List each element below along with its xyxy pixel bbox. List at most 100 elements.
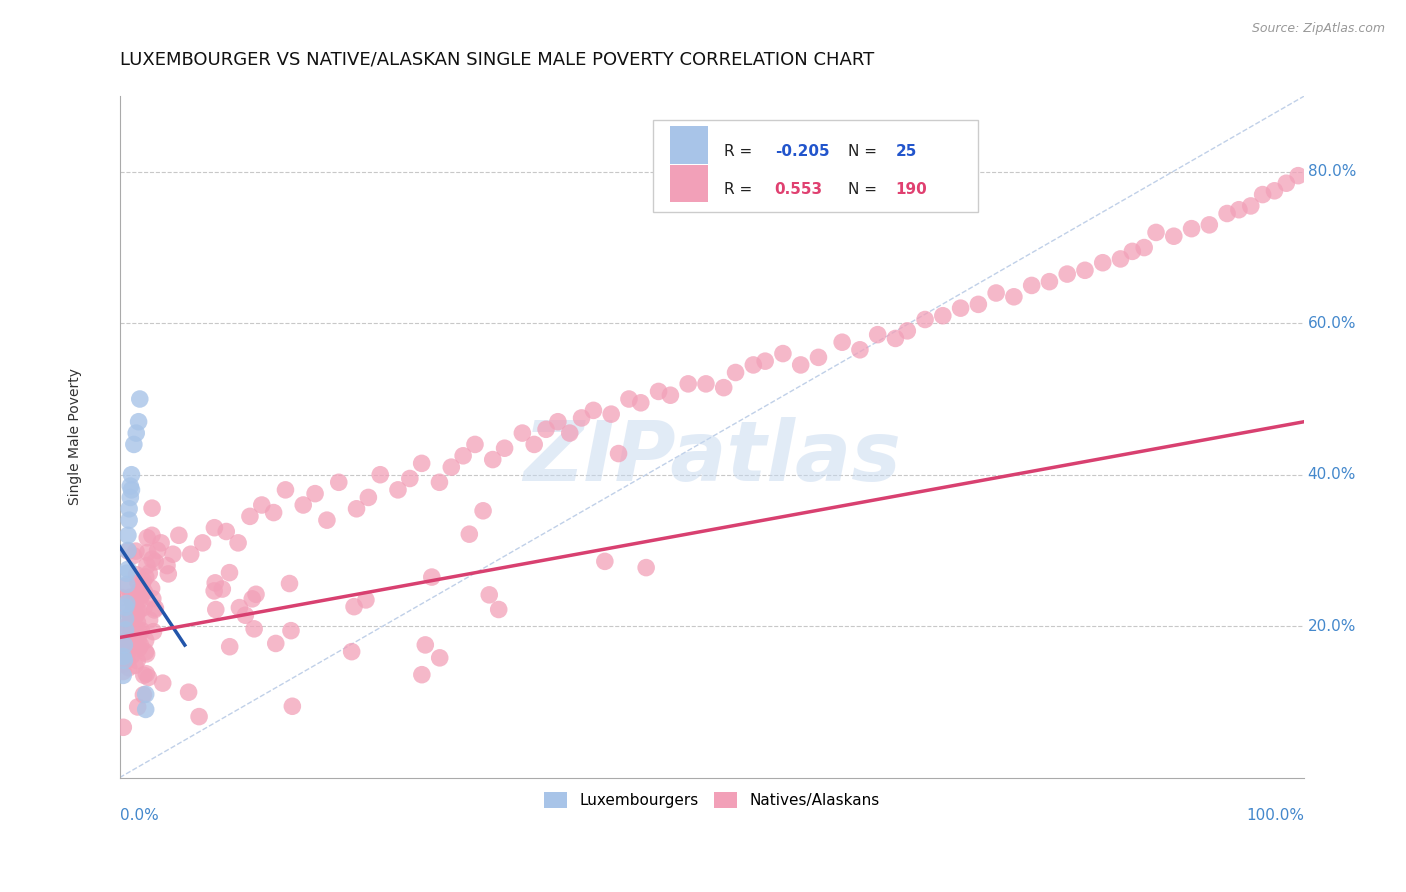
Point <box>368 467 391 482</box>
Point <box>772 346 794 360</box>
Point <box>932 309 955 323</box>
Point <box>135 647 157 661</box>
Text: 190: 190 <box>896 182 927 197</box>
Point <box>156 558 179 573</box>
Point <box>789 358 811 372</box>
Text: ZIPatlas: ZIPatlas <box>523 417 901 498</box>
Point <box>162 547 184 561</box>
Point <box>281 699 304 714</box>
Point <box>1038 275 1060 289</box>
Point <box>488 602 510 616</box>
Point <box>122 594 145 608</box>
Point <box>274 483 297 497</box>
Point <box>215 524 238 539</box>
Text: -0.205: -0.205 <box>775 144 830 159</box>
FancyBboxPatch shape <box>652 120 979 212</box>
Point <box>464 437 486 451</box>
Point <box>630 396 652 410</box>
Point <box>132 668 155 682</box>
Point <box>131 577 153 591</box>
Text: 0.553: 0.553 <box>775 182 823 197</box>
Point <box>117 544 139 558</box>
Point <box>127 615 149 630</box>
Point <box>141 501 163 516</box>
Point <box>240 591 263 606</box>
Point <box>120 479 142 493</box>
Point <box>138 566 160 581</box>
Point <box>831 335 853 350</box>
Point <box>121 623 143 637</box>
Point <box>118 513 141 527</box>
Point <box>346 501 368 516</box>
Point <box>558 426 581 441</box>
Point <box>117 605 139 619</box>
Point <box>547 415 569 429</box>
FancyBboxPatch shape <box>671 127 709 164</box>
Point <box>128 604 150 618</box>
Point <box>896 324 918 338</box>
Point <box>659 388 682 402</box>
Point <box>278 576 301 591</box>
Point <box>243 622 266 636</box>
Point <box>125 544 148 558</box>
Point <box>1091 256 1114 270</box>
Point <box>263 506 285 520</box>
Point <box>125 567 148 582</box>
Point <box>129 638 152 652</box>
Point <box>211 582 233 596</box>
Point <box>121 467 143 482</box>
Text: 0.0%: 0.0% <box>120 808 159 823</box>
Point <box>117 638 139 652</box>
Point <box>607 446 630 460</box>
Point <box>354 593 377 607</box>
Point <box>250 498 273 512</box>
Point <box>115 653 138 667</box>
Legend: Luxembourgers, Natives/Alaskans: Luxembourgers, Natives/Alaskans <box>538 786 886 814</box>
Point <box>914 312 936 326</box>
FancyBboxPatch shape <box>671 165 709 202</box>
Point <box>115 646 138 660</box>
Point <box>695 376 717 391</box>
Point <box>1056 267 1078 281</box>
Point <box>218 566 240 580</box>
Point <box>177 685 200 699</box>
Point <box>1180 221 1202 235</box>
Point <box>512 426 534 441</box>
Point <box>136 545 159 559</box>
Point <box>117 619 139 633</box>
Point <box>167 528 190 542</box>
Point <box>125 426 148 441</box>
Point <box>411 456 433 470</box>
Point <box>742 358 765 372</box>
Point <box>115 596 138 610</box>
Point <box>114 580 136 594</box>
Point <box>115 577 138 591</box>
Point <box>1109 252 1132 266</box>
Point <box>129 589 152 603</box>
Point <box>150 536 173 550</box>
Point <box>280 624 302 638</box>
Point <box>118 590 141 604</box>
Point <box>204 575 226 590</box>
Point <box>125 623 148 637</box>
Point <box>135 702 157 716</box>
Point <box>1021 278 1043 293</box>
Point <box>582 403 605 417</box>
Point <box>481 452 503 467</box>
Point <box>143 555 166 569</box>
Point <box>202 583 225 598</box>
Point <box>1074 263 1097 277</box>
Point <box>118 631 141 645</box>
Point <box>440 460 463 475</box>
Point <box>245 587 267 601</box>
Point <box>114 600 136 615</box>
Point <box>1198 218 1220 232</box>
Point <box>398 471 420 485</box>
Point <box>112 657 135 672</box>
Point <box>132 574 155 588</box>
Point <box>202 521 225 535</box>
Point <box>472 504 495 518</box>
Point <box>117 543 139 558</box>
Point <box>724 366 747 380</box>
Point <box>1121 244 1143 259</box>
